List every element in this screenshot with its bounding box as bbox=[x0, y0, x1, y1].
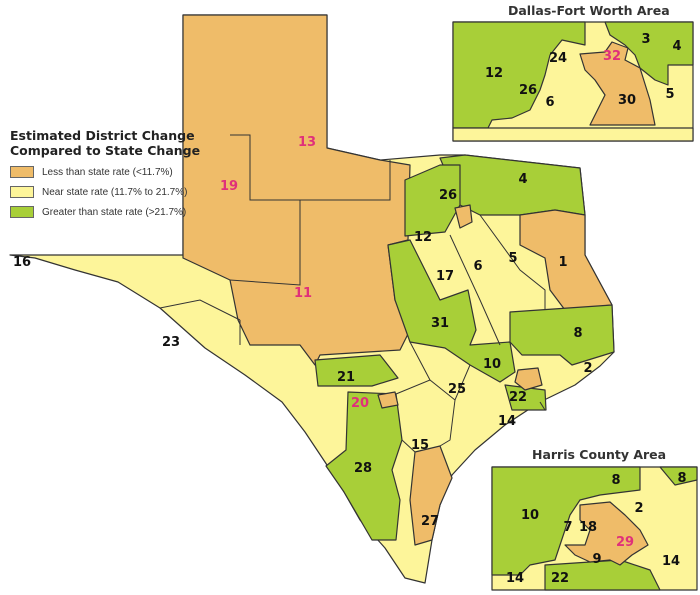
harris-label-18: 18 bbox=[579, 520, 597, 535]
district-label-23: 23 bbox=[162, 335, 180, 350]
district-labels: 13 19 11 16 23 12 26 4 17 6 5 1 31 8 10 … bbox=[13, 135, 593, 529]
district-4 bbox=[439, 154, 586, 216]
dfw-label-6: 6 bbox=[545, 95, 554, 110]
district-borders bbox=[159, 134, 546, 453]
district-label-6: 6 bbox=[473, 259, 482, 274]
district-label-21: 21 bbox=[337, 370, 355, 385]
district-label-17: 17 bbox=[436, 269, 454, 284]
district-label-16: 16 bbox=[13, 255, 31, 270]
harris-inset-title: Harris County Area bbox=[532, 447, 667, 462]
district-label-10: 10 bbox=[483, 357, 501, 372]
dfw-inset-title: Dallas-Fort Worth Area bbox=[508, 3, 670, 18]
legend-swatch-less bbox=[10, 166, 34, 178]
legend-label-near: Near state rate (11.7% to 21.7%) bbox=[42, 186, 188, 198]
district-label-26: 26 bbox=[439, 188, 457, 203]
district-region-less-west bbox=[182, 14, 411, 366]
district-label-8: 8 bbox=[573, 326, 582, 341]
legend-title-line2: Compared to State Change bbox=[10, 143, 201, 158]
dfw-label-4: 4 bbox=[672, 39, 681, 54]
harris-label-22: 22 bbox=[551, 571, 569, 586]
district-label-12: 12 bbox=[414, 230, 432, 245]
district-label-13: 13 bbox=[298, 135, 316, 150]
district-label-11: 11 bbox=[294, 286, 312, 301]
district-20 bbox=[377, 391, 399, 409]
legend-swatch-greater bbox=[10, 206, 34, 218]
district-label-5: 5 bbox=[508, 251, 517, 266]
harris-label-14a: 14 bbox=[506, 571, 524, 586]
legend-title: Estimated District Change Compared to Sta… bbox=[10, 128, 210, 158]
harris-label-9: 9 bbox=[592, 552, 601, 567]
dfw-label-30: 30 bbox=[618, 93, 636, 108]
harris-label-2: 2 bbox=[634, 501, 643, 516]
harris-inset: 8 8 10 2 7 18 29 9 14 14 22 bbox=[491, 466, 698, 591]
dfw-label-3: 3 bbox=[641, 32, 650, 47]
district-label-31: 31 bbox=[431, 316, 449, 331]
district-label-2: 2 bbox=[583, 361, 592, 376]
legend-swatch-near bbox=[10, 186, 34, 198]
district-label-25: 25 bbox=[448, 382, 466, 397]
district-label-14: 14 bbox=[498, 414, 516, 429]
district-label-1: 1 bbox=[558, 255, 567, 270]
district-28 bbox=[325, 391, 403, 541]
district-label-28: 28 bbox=[354, 461, 372, 476]
legend-item-less: Less than state rate (<11.7%) bbox=[10, 166, 210, 178]
legend-title-line1: Estimated District Change bbox=[10, 128, 195, 143]
harris-label-14b: 14 bbox=[662, 554, 680, 569]
dfw-label-32: 32 bbox=[603, 49, 621, 64]
legend-label-less: Less than state rate (<11.7%) bbox=[42, 166, 173, 178]
harris-label-8a: 8 bbox=[611, 473, 620, 488]
district-label-19: 19 bbox=[220, 179, 238, 194]
dfw-label-5: 5 bbox=[665, 87, 674, 102]
dfw-label-24: 24 bbox=[549, 51, 567, 66]
harris-label-8b: 8 bbox=[677, 471, 686, 486]
district-12-26 bbox=[404, 164, 461, 237]
district-8 bbox=[509, 304, 615, 366]
district-label-27: 27 bbox=[421, 514, 439, 529]
district-label-15: 15 bbox=[411, 438, 429, 453]
harris-label-10: 10 bbox=[521, 508, 539, 523]
dfw-label-12: 12 bbox=[485, 66, 503, 81]
dfw-inset: 12 24 32 3 4 26 6 30 5 bbox=[452, 21, 694, 142]
district-label-20: 20 bbox=[351, 396, 369, 411]
district-dallas-core bbox=[454, 204, 473, 229]
district-label-4: 4 bbox=[518, 172, 527, 187]
legend-item-greater: Greater than state rate (>21.7%) bbox=[10, 206, 210, 218]
legend: Estimated District Change Compared to Sta… bbox=[10, 128, 210, 226]
harris-label-7: 7 bbox=[563, 520, 572, 535]
legend-item-near: Near state rate (11.7% to 21.7%) bbox=[10, 186, 210, 198]
harris-label-29: 29 bbox=[616, 535, 634, 550]
dfw-label-26: 26 bbox=[519, 83, 537, 98]
district-27 bbox=[409, 445, 453, 546]
district-houston-core bbox=[514, 367, 543, 391]
district-label-22: 22 bbox=[509, 390, 527, 405]
district-31 bbox=[387, 239, 516, 383]
district-21 bbox=[314, 354, 399, 387]
legend-label-greater: Greater than state rate (>21.7%) bbox=[42, 206, 187, 218]
